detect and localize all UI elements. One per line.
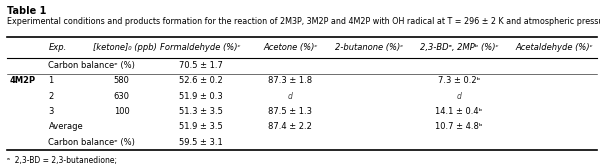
Text: 100: 100 xyxy=(114,107,130,116)
Text: d: d xyxy=(288,92,293,101)
Text: Exp.: Exp. xyxy=(49,43,67,52)
Text: 2-butanone (%)ᶜ: 2-butanone (%)ᶜ xyxy=(335,43,403,52)
Text: 59.5 ± 3.1: 59.5 ± 3.1 xyxy=(179,138,223,147)
Text: ᵃ  2,3-BD = 2,3-butanedione;: ᵃ 2,3-BD = 2,3-butanedione; xyxy=(7,156,117,165)
Text: Carbon balanceᵉ (%): Carbon balanceᵉ (%) xyxy=(49,138,136,147)
Text: 52.6 ± 0.2: 52.6 ± 0.2 xyxy=(179,76,223,85)
Text: 2,3-BDᵃ, 2MPᵇ (%)ᶜ: 2,3-BDᵃ, 2MPᵇ (%)ᶜ xyxy=(419,43,498,52)
Text: [ketone]₀ (ppb): [ketone]₀ (ppb) xyxy=(93,43,157,52)
Text: 3: 3 xyxy=(49,107,54,116)
Text: 7.3 ± 0.2ᵇ: 7.3 ± 0.2ᵇ xyxy=(438,76,480,85)
Text: Average: Average xyxy=(49,122,83,131)
Text: Acetone (%)ᶜ: Acetone (%)ᶜ xyxy=(263,43,317,52)
Text: 87.3 ± 1.8: 87.3 ± 1.8 xyxy=(268,76,313,85)
Text: Experimental conditions and products formation for the reaction of 2M3P, 3M2P an: Experimental conditions and products for… xyxy=(7,17,600,26)
Text: 51.9 ± 3.5: 51.9 ± 3.5 xyxy=(179,122,223,131)
Text: 51.9 ± 0.3: 51.9 ± 0.3 xyxy=(179,92,223,101)
Text: 87.4 ± 2.2: 87.4 ± 2.2 xyxy=(268,122,312,131)
Text: 630: 630 xyxy=(113,92,130,101)
Text: 51.3 ± 3.5: 51.3 ± 3.5 xyxy=(179,107,223,116)
Text: 580: 580 xyxy=(114,76,130,85)
Text: 14.1 ± 0.4ᵇ: 14.1 ± 0.4ᵇ xyxy=(435,107,482,116)
Text: Carbon balanceᵉ (%): Carbon balanceᵉ (%) xyxy=(49,61,136,70)
Text: 10.7 ± 4.8ᵇ: 10.7 ± 4.8ᵇ xyxy=(435,122,482,131)
Text: 70.5 ± 1.7: 70.5 ± 1.7 xyxy=(179,61,223,70)
Text: d: d xyxy=(457,92,461,101)
Text: 4M2P: 4M2P xyxy=(10,76,36,85)
Text: 1: 1 xyxy=(49,76,54,85)
Text: Formaldehyde (%)ᶜ: Formaldehyde (%)ᶜ xyxy=(160,43,241,52)
Text: Acetaldehyde (%)ᶜ: Acetaldehyde (%)ᶜ xyxy=(515,43,593,52)
Text: Table 1: Table 1 xyxy=(7,6,47,16)
Text: 2: 2 xyxy=(49,92,54,101)
Text: 87.5 ± 1.3: 87.5 ± 1.3 xyxy=(268,107,312,116)
